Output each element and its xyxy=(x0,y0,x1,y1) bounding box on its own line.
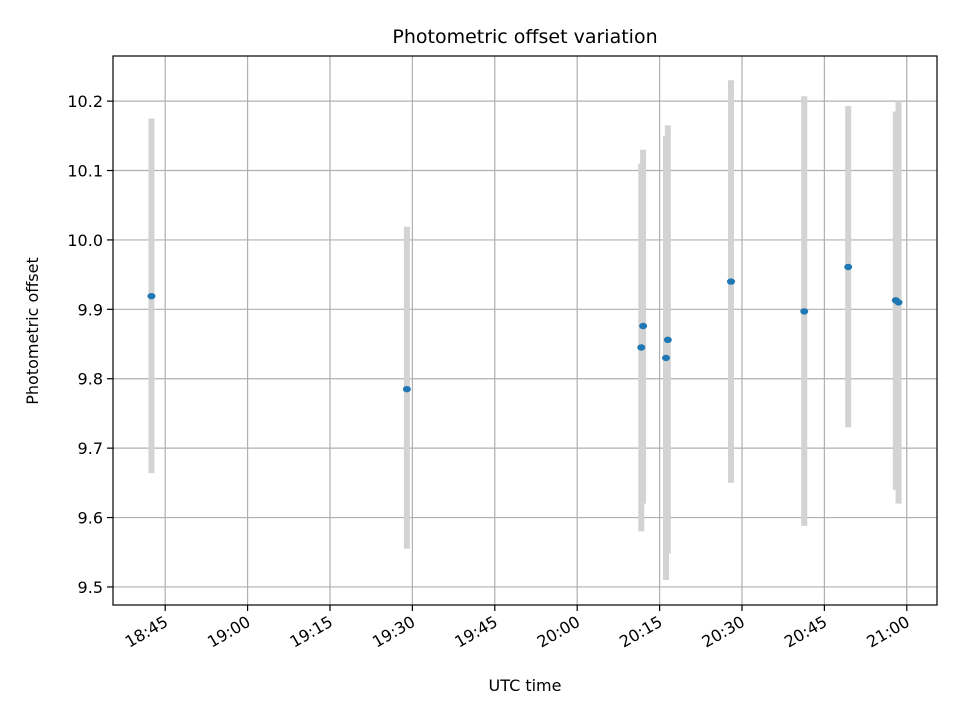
data-point xyxy=(661,354,670,362)
data-point xyxy=(402,385,411,393)
y-tick-label: 10.0 xyxy=(67,231,103,250)
y-tick-label: 9.7 xyxy=(78,439,103,458)
data-point xyxy=(894,299,903,306)
y-tick-label: 9.5 xyxy=(78,578,103,597)
data-point xyxy=(663,336,672,344)
data-point xyxy=(637,344,646,351)
y-tick-label: 9.8 xyxy=(78,370,103,389)
grid-lines xyxy=(113,56,937,605)
data-points xyxy=(147,263,903,393)
y-tick-label: 10.2 xyxy=(67,92,103,111)
data-point xyxy=(727,278,735,285)
y-axis-ticks: 9.5 9.6 9.7 9.8 9.9 10.0 10.1 10.2 xyxy=(67,92,113,597)
data-point xyxy=(147,292,156,300)
y-tick-label: 9.6 xyxy=(78,509,103,528)
plot-area-frame xyxy=(112,55,938,606)
data-point xyxy=(844,263,853,271)
data-point xyxy=(800,308,809,315)
chart-title: Photometric offset variation xyxy=(392,26,657,48)
y-axis-label: Photometric offset xyxy=(23,257,42,405)
y-tick-label: 9.9 xyxy=(78,300,103,319)
data-point xyxy=(639,322,648,330)
y-tick-label: 10.1 xyxy=(67,162,103,181)
x-axis-label: UTC time xyxy=(489,676,562,695)
